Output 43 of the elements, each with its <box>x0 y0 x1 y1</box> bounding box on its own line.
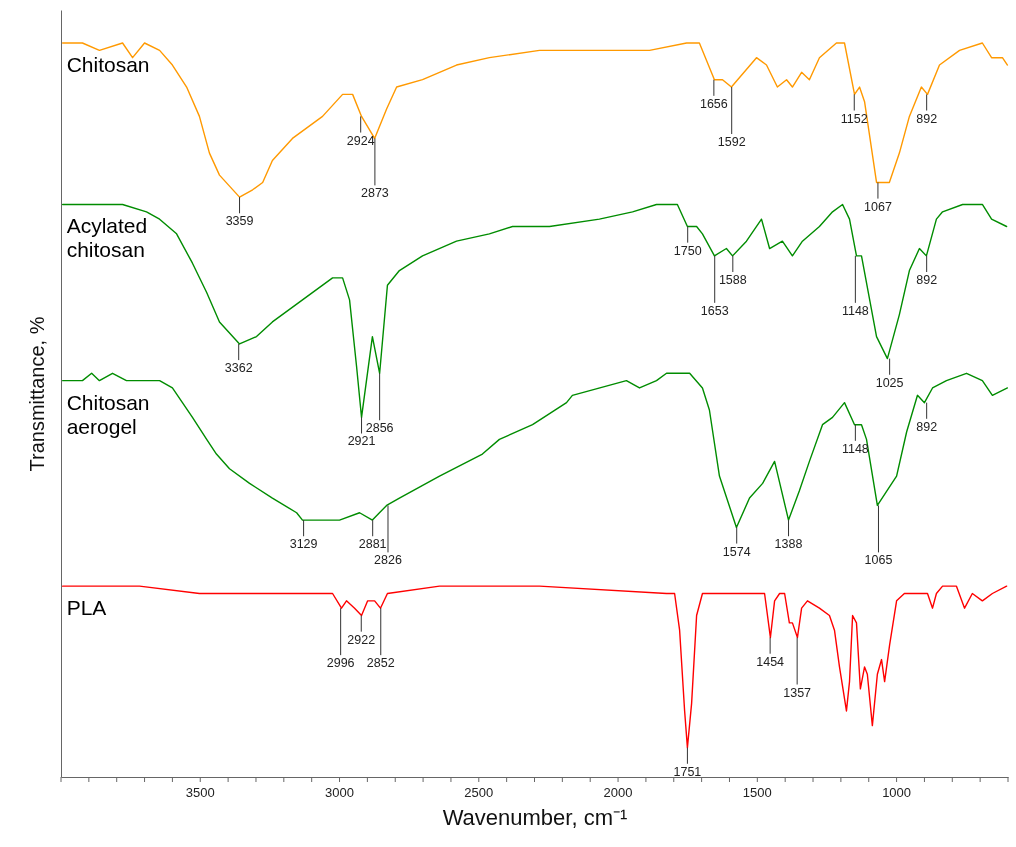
series-label: Acylated chitosan <box>66 214 148 262</box>
annotation: 3359 <box>225 214 254 229</box>
annotation: 3129 <box>289 537 318 552</box>
annotation: 1750 <box>673 243 702 258</box>
y-axis-title: Transmittance, % <box>25 316 48 472</box>
annotation: 2921 <box>347 434 376 449</box>
annotation: 1454 <box>756 654 785 669</box>
x-axis-title: Wavenumber, cm⁻¹ <box>442 804 628 830</box>
annotation: 1152 <box>840 111 868 126</box>
annotation: 1388 <box>774 537 803 552</box>
annotation: 2856 <box>365 421 394 436</box>
annotation: 1148 <box>841 441 869 456</box>
annotation: 1592 <box>717 135 746 150</box>
x-tick-label: 1000 <box>882 785 912 800</box>
annotation: 1357 <box>783 685 812 700</box>
x-tick-label: 2000 <box>603 785 633 800</box>
annotation: 1653 <box>700 303 729 318</box>
annotation: 1574 <box>722 544 751 559</box>
annotation: 1656 <box>699 96 728 111</box>
x-tick-label: 3000 <box>325 785 354 800</box>
annotation: 892 <box>916 273 938 288</box>
series-label: Chitosan <box>66 53 150 76</box>
annotation: 2924 <box>346 133 375 148</box>
annotation: 1751 <box>673 764 702 779</box>
annotation: 1148 <box>841 303 869 318</box>
annotation: 892 <box>916 111 938 126</box>
annotation: 3362 <box>224 361 253 376</box>
annotation: 1065 <box>864 553 893 568</box>
annotation: 1067 <box>864 199 892 214</box>
annotation: 2826 <box>374 553 402 568</box>
x-tick-label: 1500 <box>742 785 772 800</box>
annotation: 2996 <box>326 656 355 671</box>
x-tick-label: 2500 <box>464 785 494 800</box>
x-tick-label: 3500 <box>185 785 215 800</box>
series-label: PLA <box>66 596 107 620</box>
annotation: 2881 <box>358 537 387 552</box>
annotation: 892 <box>916 419 938 434</box>
annotation: 2922 <box>347 632 376 647</box>
annotation: 1588 <box>718 273 747 288</box>
series-label: Chitosan aerogel <box>66 390 150 438</box>
annotation: 1025 <box>875 375 904 390</box>
annotation: 2852 <box>366 656 395 671</box>
annotation: 2873 <box>361 186 389 201</box>
